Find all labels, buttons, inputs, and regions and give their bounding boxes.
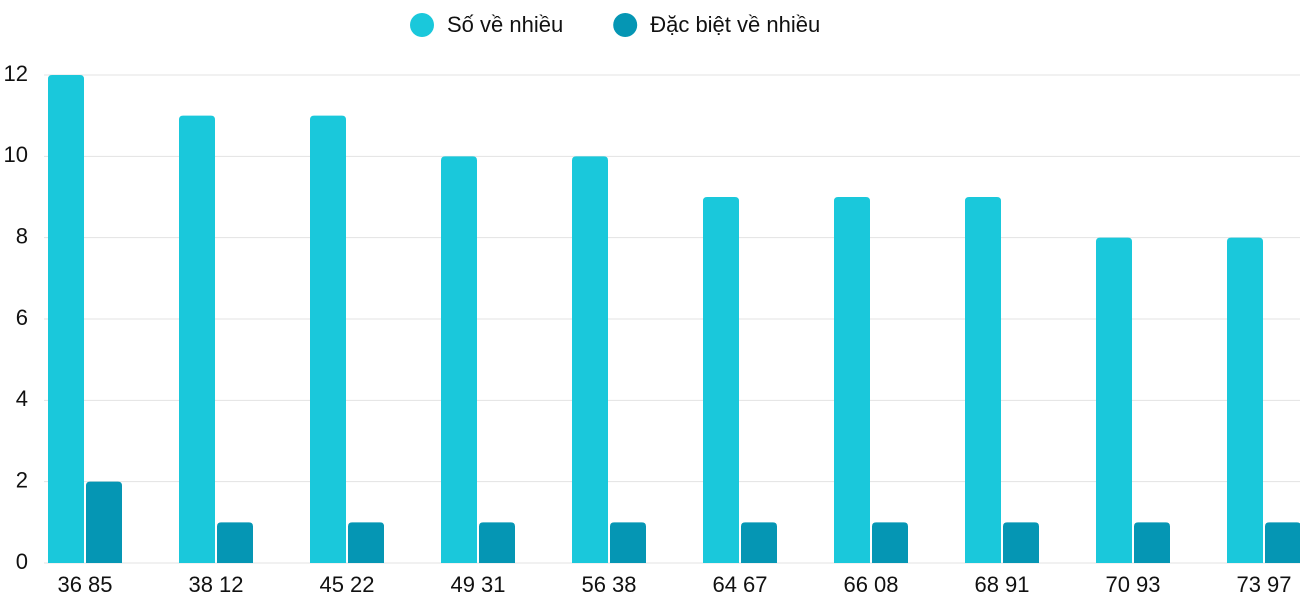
bar — [965, 197, 1001, 563]
y-tick-label: 6 — [16, 305, 28, 330]
bar — [1265, 522, 1300, 563]
bar — [872, 522, 908, 563]
bar — [834, 197, 870, 563]
x-tick-label: 73 97 — [1236, 572, 1291, 597]
bar — [1003, 522, 1039, 563]
x-tick-label: 36 85 — [57, 572, 112, 597]
bar — [310, 115, 346, 564]
x-tick-label: 66 08 — [843, 572, 898, 597]
x-tick-label: 64 67 — [712, 572, 767, 597]
bar — [1096, 237, 1132, 563]
x-tick-label: 45 22 — [319, 572, 374, 597]
y-tick-label: 8 — [16, 223, 28, 248]
bar — [348, 522, 384, 563]
x-tick-label: 68 91 — [974, 572, 1029, 597]
bar — [610, 522, 646, 563]
bar — [572, 156, 608, 564]
bar — [48, 75, 84, 563]
bar — [741, 522, 777, 563]
y-tick-label: 0 — [16, 549, 28, 574]
bar — [441, 156, 477, 564]
bar — [1134, 522, 1170, 563]
bar — [703, 197, 739, 563]
y-tick-label: 2 — [16, 467, 28, 492]
legend-label: Số về nhiều — [447, 12, 563, 37]
bar — [1227, 237, 1263, 563]
x-tick-label: 70 93 — [1105, 572, 1160, 597]
y-tick-label: 12 — [4, 61, 28, 86]
legend-swatch — [410, 13, 434, 37]
bar — [479, 522, 515, 563]
bar — [86, 481, 122, 563]
legend-label: Đặc biệt về nhiều — [650, 12, 820, 37]
x-tick-label: 49 31 — [450, 572, 505, 597]
bar — [217, 522, 253, 563]
legend-swatch — [613, 13, 638, 37]
y-tick-label: 10 — [4, 142, 28, 167]
bar — [179, 115, 215, 564]
x-tick-label: 56 38 — [581, 572, 636, 597]
y-tick-label: 4 — [16, 386, 28, 411]
x-tick-label: 38 12 — [188, 572, 243, 597]
